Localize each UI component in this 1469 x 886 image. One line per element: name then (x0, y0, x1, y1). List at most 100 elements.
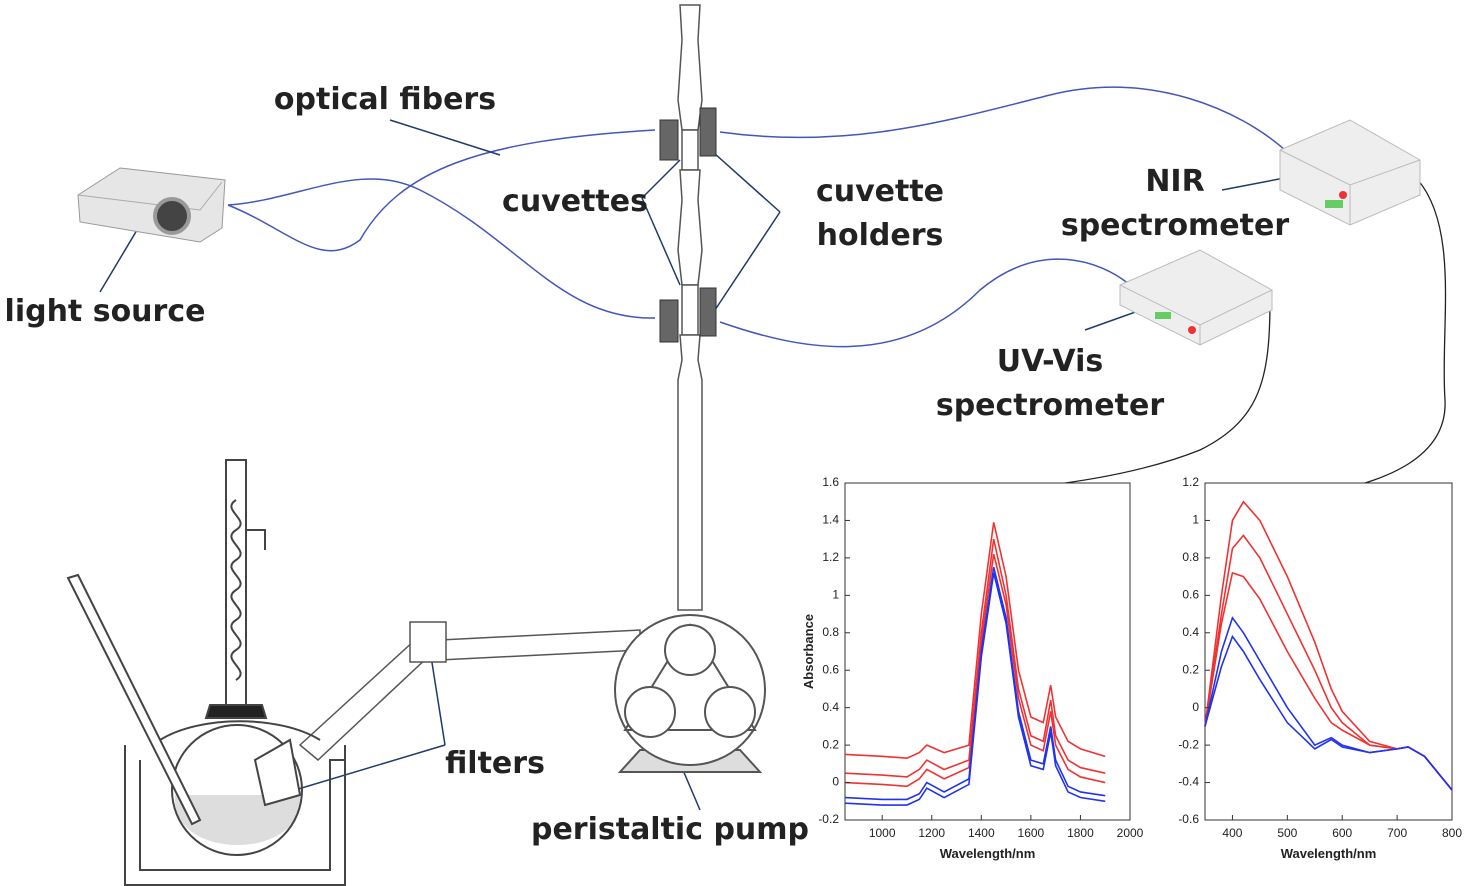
x-tick-label: 600 (1332, 826, 1352, 840)
spectrum-line (844, 522, 1106, 760)
x-tick-label: 1200 (918, 826, 945, 840)
led (1188, 326, 1196, 334)
y-tick-label: -0.2 (1178, 737, 1199, 751)
y-tick-label: 0.4 (822, 700, 839, 714)
tube (677, 169, 703, 286)
spectrum-line (1204, 634, 1453, 791)
pointer (641, 159, 681, 199)
box (1119, 249, 1273, 346)
nir-spectrometer (1279, 119, 1421, 226)
box-edge (1119, 284, 1273, 345)
peristaltic-pump (614, 614, 766, 773)
label: NIR spectrometer (1060, 164, 1290, 243)
pump-frame (623, 623, 757, 731)
tube (677, 334, 703, 611)
x-tick-label: 800 (1442, 826, 1462, 840)
y-tick-label: 1 (832, 588, 839, 602)
flow-column (298, 4, 703, 762)
fiber (227, 129, 656, 252)
y-tick-label: 0.2 (1182, 662, 1199, 676)
lead (1339, 179, 1447, 491)
y-axis-label: Absorbance (801, 614, 816, 689)
y-tick-label: 0 (832, 775, 839, 789)
x-tick-label: 1800 (1067, 826, 1094, 840)
reactor (66, 459, 346, 886)
y-tick-label: -0.6 (1178, 812, 1199, 826)
stopper (204, 704, 268, 719)
pointer (641, 197, 681, 286)
y-tick-label: -0.4 (1178, 775, 1199, 789)
plot-frame (844, 482, 1131, 821)
cuvette (681, 284, 699, 336)
fiber (227, 178, 656, 319)
label: light source (4, 294, 206, 329)
holder (659, 299, 679, 343)
pointer (704, 211, 781, 326)
leads (1049, 179, 1447, 491)
y-tick-label: 0.8 (1182, 550, 1199, 564)
cuvette (681, 129, 699, 171)
spectrum-line (844, 567, 1106, 801)
light-source (77, 167, 226, 243)
coil (230, 499, 242, 681)
x-tick-label: 400 (1222, 826, 1242, 840)
y-tick-label: 0.8 (822, 625, 839, 639)
uv-vis-spectrometer (1119, 249, 1273, 346)
filter-neck (253, 738, 302, 807)
roller (664, 624, 716, 676)
x-tick-label: 2000 (1117, 826, 1144, 840)
thermometer (66, 573, 202, 826)
fiber (719, 258, 1131, 348)
x-tick-label: 1400 (968, 826, 995, 840)
label: optical fibers (273, 82, 497, 117)
pointer (704, 144, 781, 213)
condenser (225, 459, 247, 706)
spectrum-line (844, 538, 1106, 778)
tube (439, 629, 641, 661)
y-tick-label: -0.2 (818, 812, 839, 826)
y-tick-label: 1 (1192, 513, 1199, 527)
y-tick-label: 1.6 (822, 475, 839, 489)
holder (699, 287, 717, 337)
projector-lens (153, 197, 191, 235)
label: UV-Vis spectrometer (935, 344, 1165, 423)
x-axis-label: Wavelength/nm (1281, 846, 1377, 861)
projector-edge (77, 181, 223, 211)
fibers (227, 86, 1286, 348)
box-edge (1279, 149, 1421, 225)
x-tick-label: 1000 (869, 826, 896, 840)
label: peristaltic pump (530, 812, 810, 847)
spectrum-line (844, 553, 1106, 788)
lead (1049, 299, 1271, 486)
pointer (389, 119, 501, 156)
led (1339, 191, 1347, 199)
condenser-port (246, 529, 266, 550)
roller (704, 686, 756, 738)
label: cuvette holders (815, 174, 945, 253)
flask (171, 724, 303, 856)
indicator (1325, 200, 1343, 208)
liquid (175, 795, 300, 845)
projector-body (77, 167, 226, 243)
label: cuvettes (502, 184, 648, 219)
y-tick-label: 1.2 (1182, 475, 1199, 489)
label: filters (445, 746, 545, 781)
y-tick-label: 0.6 (822, 662, 839, 676)
x-axis-label: Wavelength/nm (940, 846, 1036, 861)
filter (409, 621, 447, 663)
roller (624, 686, 676, 738)
tube (677, 4, 703, 131)
holder (659, 119, 679, 161)
indicator (1155, 312, 1171, 319)
y-tick-label: 0.6 (1182, 588, 1199, 602)
x-tick-label: 500 (1277, 826, 1297, 840)
y-tick-label: 0 (1192, 700, 1199, 714)
plot-frame (1204, 482, 1453, 821)
pointer (294, 744, 446, 791)
flask-top (159, 720, 321, 741)
x-tick-label: 1600 (1018, 826, 1045, 840)
bath (124, 745, 346, 886)
box (1279, 119, 1421, 226)
